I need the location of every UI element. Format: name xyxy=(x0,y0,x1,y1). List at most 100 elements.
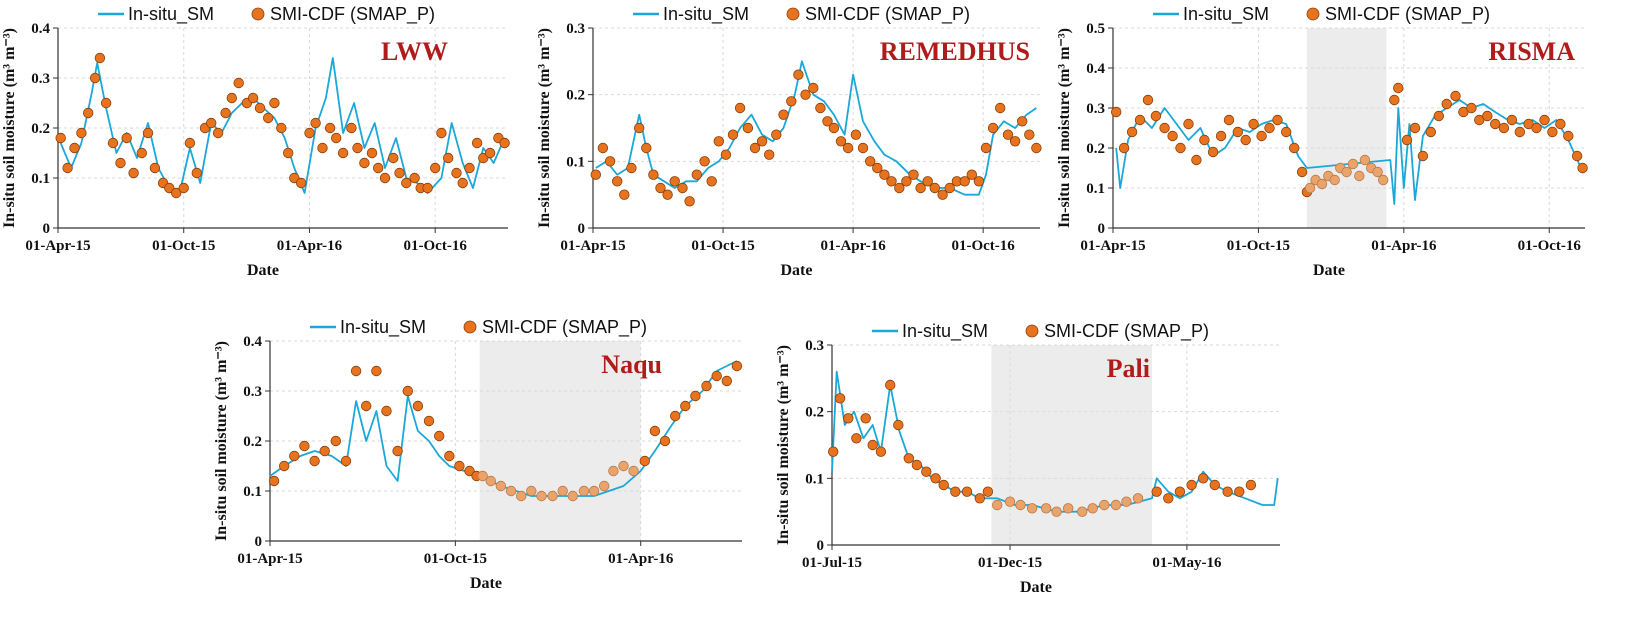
data-point xyxy=(1555,118,1566,130)
data-point xyxy=(1245,479,1257,491)
x-tick-label: 01-Oct-16 xyxy=(1518,238,1582,254)
data-point xyxy=(1466,102,1477,114)
data-point xyxy=(604,156,616,167)
y-axis-label: In-situ soil moisture (m³ m⁻³) xyxy=(536,28,553,228)
masked-data-point xyxy=(1087,503,1098,514)
data-point xyxy=(464,162,475,174)
y-tick-label: 0.1 xyxy=(243,484,262,500)
data-point xyxy=(366,147,378,159)
panel-title: Pali xyxy=(1107,354,1150,383)
data-point xyxy=(359,157,370,169)
data-point xyxy=(879,169,890,180)
masked-data-point xyxy=(1347,158,1359,170)
masked-data-point xyxy=(1372,166,1383,178)
data-point xyxy=(296,177,307,189)
data-point xyxy=(1489,118,1501,130)
data-point xyxy=(974,493,986,504)
y-tick-label: 0 xyxy=(817,538,825,554)
data-point xyxy=(457,177,468,189)
data-point xyxy=(94,52,106,64)
data-point xyxy=(872,162,883,174)
masked-data-point xyxy=(1062,503,1074,514)
data-point xyxy=(1482,110,1493,122)
panels: 0 0.1 0.2 0.3 0.4 01-Apr-15 01-Oct-15 01-Apr-16… xyxy=(1,4,1588,596)
data-point xyxy=(828,446,839,457)
data-point xyxy=(950,486,961,497)
data-point xyxy=(711,370,722,382)
series-line-in-situ-sm xyxy=(595,60,1037,196)
y-tick-label: 0.1 xyxy=(805,471,824,487)
y-tick-label: 0.3 xyxy=(1086,101,1105,117)
data-point xyxy=(471,137,483,149)
data-point xyxy=(875,446,887,457)
data-point xyxy=(1441,98,1452,110)
data-point xyxy=(677,182,688,194)
masked-data-point xyxy=(599,480,610,492)
data-point xyxy=(499,137,510,149)
data-point xyxy=(1017,116,1028,127)
data-point xyxy=(1009,136,1021,147)
masked-data-point xyxy=(536,490,547,502)
data-point xyxy=(842,142,854,154)
data-point xyxy=(361,400,372,412)
data-point xyxy=(1151,486,1162,497)
data-point xyxy=(55,132,66,144)
legend-label-in-situ: In-situ_SM xyxy=(902,321,988,342)
data-point xyxy=(713,136,725,147)
legend-label-in-situ: In-situ_SM xyxy=(340,317,426,338)
data-point xyxy=(1159,122,1170,134)
data-point xyxy=(394,167,405,179)
data-point xyxy=(921,466,932,477)
y-tick-label: 0.2 xyxy=(805,405,824,421)
y-axis-label: In-situ soil moisture (m³ m⁻³) xyxy=(1056,28,1073,228)
x-tick-label: 01-Apr-15 xyxy=(25,238,90,254)
data-point xyxy=(220,107,231,119)
data-point xyxy=(822,116,833,127)
data-point xyxy=(626,162,637,174)
data-point xyxy=(908,169,919,180)
masked-data-point xyxy=(495,480,507,492)
data-point xyxy=(706,176,717,187)
data-point xyxy=(959,176,970,187)
panel-title: REMEDHUS xyxy=(880,37,1030,66)
masked-data-point xyxy=(1040,503,1052,514)
data-point xyxy=(894,182,905,194)
data-point xyxy=(178,182,189,194)
data-point xyxy=(1240,134,1251,146)
data-point xyxy=(1417,150,1429,162)
masked-data-point xyxy=(1076,506,1088,517)
data-point xyxy=(289,450,300,462)
data-point xyxy=(346,122,357,134)
data-point xyxy=(1209,479,1221,491)
data-point xyxy=(731,360,743,372)
data-point xyxy=(107,137,119,149)
data-point xyxy=(922,176,933,187)
y-tick-label: 0.2 xyxy=(566,88,585,104)
masked-data-point xyxy=(1341,166,1352,178)
data-point xyxy=(701,380,712,392)
y-axis-label: In-situ soil moisture (m³ m⁻³) xyxy=(213,341,230,541)
data-point xyxy=(82,107,94,119)
x-tick-label: 01-Oct-15 xyxy=(1227,238,1290,254)
data-point xyxy=(800,89,811,100)
data-point xyxy=(843,413,854,424)
y-tick-label: 0 xyxy=(1098,221,1106,237)
data-point xyxy=(680,400,691,412)
chart-panel-lww: 0 0.1 0.2 0.3 0.4 01-Apr-15 01-Oct-15 01-Apr-16… xyxy=(1,4,510,279)
data-point xyxy=(299,440,310,452)
data-point xyxy=(212,127,224,139)
data-point xyxy=(1296,166,1308,178)
data-point xyxy=(392,445,403,457)
data-point xyxy=(851,433,862,444)
series-line-in-situ-sm xyxy=(1115,99,1582,205)
data-point xyxy=(987,122,999,134)
masked-data-point xyxy=(1316,178,1328,190)
data-point xyxy=(1031,142,1042,154)
data-point xyxy=(263,112,274,124)
masked-data-point xyxy=(1015,499,1026,511)
legend-marker-swatch xyxy=(1025,324,1039,338)
y-tick-label: 0 xyxy=(43,221,51,237)
data-point xyxy=(778,109,789,120)
data-point xyxy=(1531,122,1542,134)
